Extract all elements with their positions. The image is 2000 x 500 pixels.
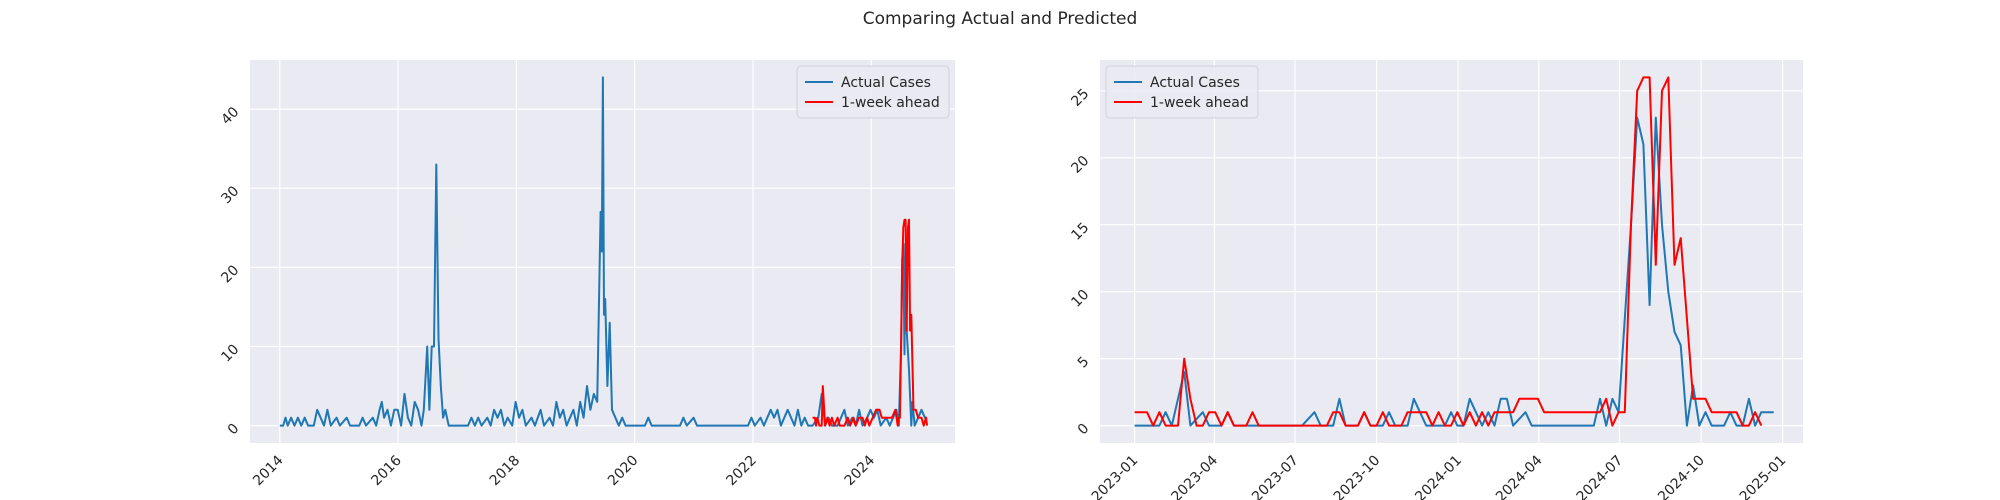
x-tick-label: 2023-04 — [1169, 452, 1222, 500]
legend-box — [1105, 65, 1259, 119]
series-line-one-week-ahead — [1134, 76, 1763, 427]
y-tick-label: 25 — [1068, 86, 1092, 110]
y-tick-label: 10 — [1068, 287, 1092, 311]
legend-box — [796, 65, 950, 119]
y-tick-label: 10 — [218, 342, 242, 366]
y-tick-label: 0 — [225, 421, 243, 439]
y-tick-label: 20 — [1068, 153, 1092, 177]
y-tick-label: 15 — [1068, 220, 1092, 244]
x-tick-label: 2023-01 — [1089, 453, 1142, 500]
legend-label: 1-week ahead — [1150, 95, 1249, 111]
x-tick-label: 2024-01 — [1412, 453, 1465, 500]
x-tick-label: 2020 — [605, 453, 642, 490]
y-tick-label: 30 — [218, 183, 242, 207]
x-tick-label: 2024-04 — [1493, 452, 1546, 500]
x-tick-label: 2024-10 — [1655, 453, 1708, 500]
x-tick-label: 2024 — [842, 452, 879, 489]
legend: Actual Cases 1-week ahead — [796, 65, 950, 119]
plot-area — [1100, 60, 1803, 443]
y-tick-label: 40 — [218, 104, 242, 128]
right-panel-recent: 0 5 10 15 20 25 2023-01 2023-04 2023-07 2023-10 20… — [1068, 60, 1803, 500]
x-tick-label: 2025-01 — [1737, 453, 1790, 500]
legend-label: Actual Cases — [841, 75, 931, 91]
x-tick-label: 2014 — [250, 452, 287, 489]
legend: Actual Cases 1-week ahead — [1105, 65, 1259, 119]
x-tick-label: 2024-07 — [1574, 453, 1627, 500]
y-tick-label: 5 — [1075, 354, 1093, 372]
x-tick-label: 2023-07 — [1249, 453, 1302, 500]
legend-label: Actual Cases — [1150, 75, 1240, 91]
y-tick-label: 20 — [218, 262, 242, 286]
left-panel-all-years: 0 10 20 30 40 2014 2016 2018 2020 2022 2024 Actual … — [218, 60, 955, 489]
figure-title: Comparing Actual and Predicted — [863, 9, 1138, 29]
x-tick-label: 2023-10 — [1331, 453, 1384, 500]
series-line-one-week-ahead — [812, 218, 929, 427]
y-tick-label: 0 — [1075, 421, 1093, 439]
x-tick-label: 2016 — [368, 452, 405, 489]
x-tick-label: 2018 — [487, 453, 524, 490]
x-tick-label: 2022 — [723, 453, 760, 490]
legend-label: 1-week ahead — [841, 95, 940, 111]
